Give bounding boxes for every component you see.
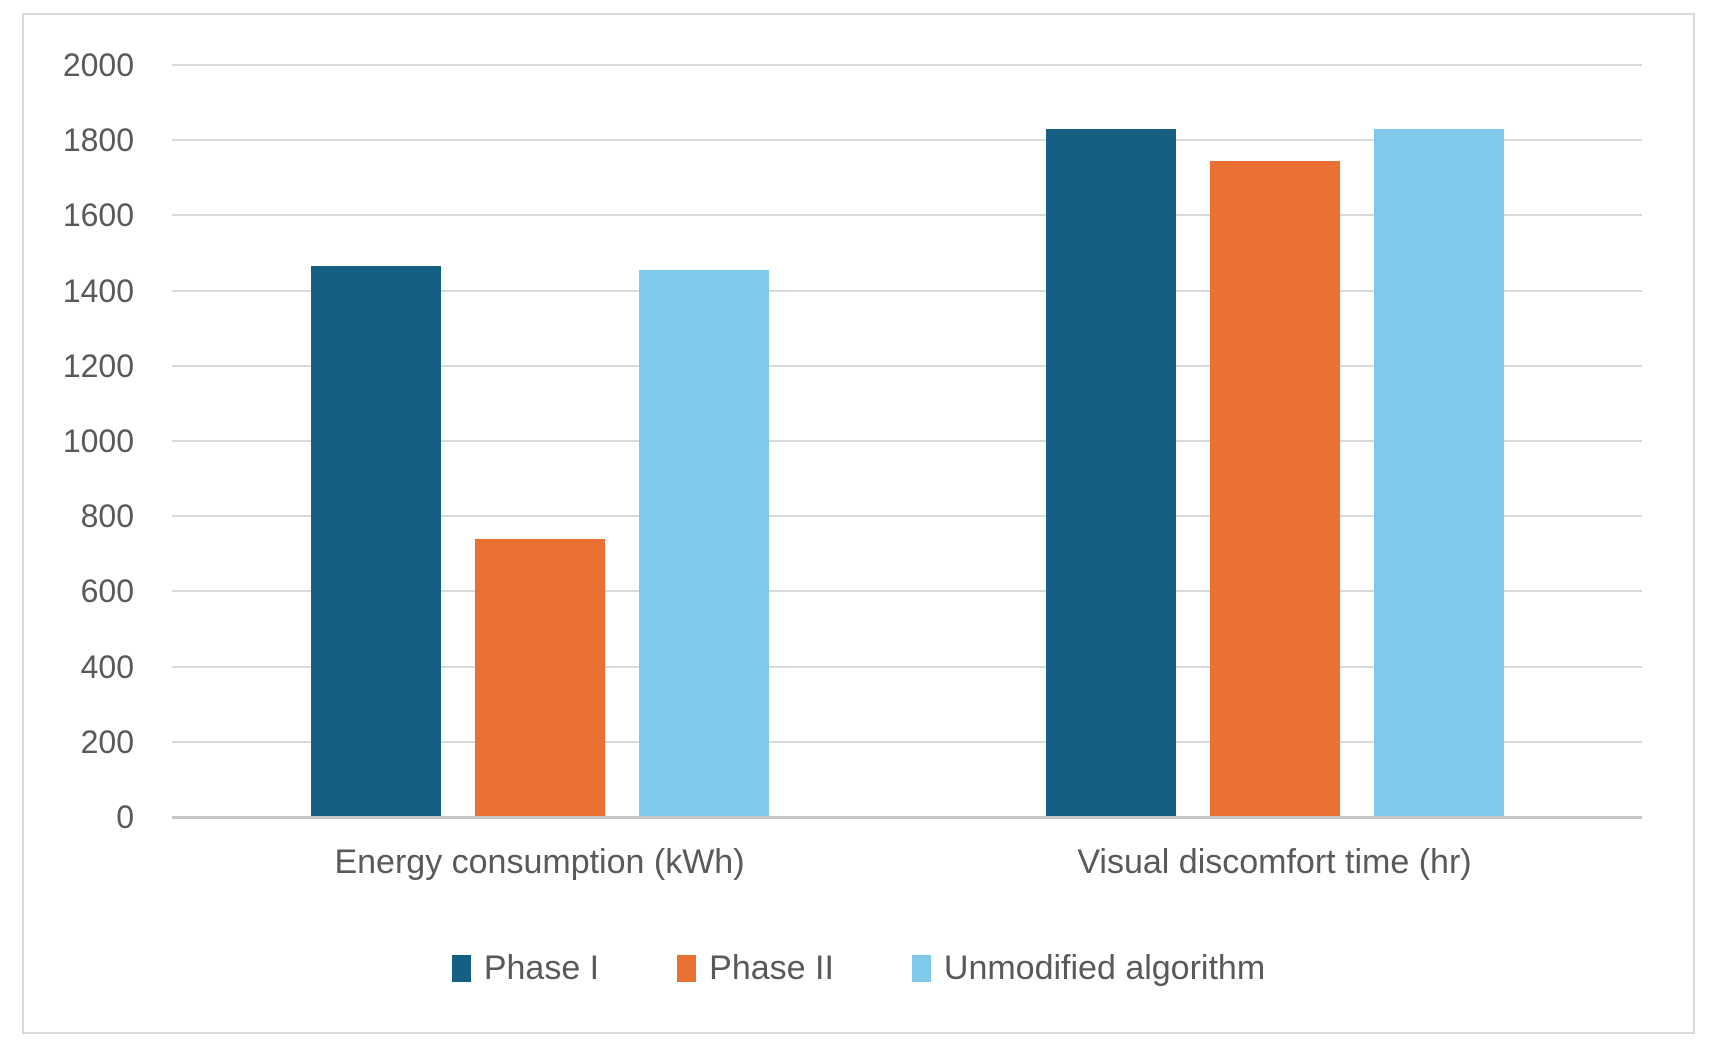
- y-tick-label: 400: [80, 649, 134, 685]
- bar-unmodified-algorithm: [1373, 128, 1504, 817]
- bar-phase-ii: [1209, 160, 1340, 817]
- y-tick-label: 1000: [62, 423, 134, 459]
- gridline: [172, 590, 1642, 592]
- y-tick-label: 200: [80, 724, 134, 760]
- y-tick-label: 0: [116, 799, 134, 835]
- legend-label: Phase II: [709, 949, 834, 987]
- gridline: [172, 741, 1642, 743]
- gridline: [172, 515, 1642, 517]
- legend-swatch-icon: [451, 955, 471, 982]
- bar-group-1: [172, 65, 907, 817]
- y-tick-label: 1400: [62, 273, 134, 309]
- bar-phase-i: [310, 266, 441, 817]
- bar-groups: [172, 65, 1642, 817]
- bar-group-2: [907, 65, 1642, 817]
- gridline: [172, 64, 1642, 66]
- y-tick-label: 1200: [62, 348, 134, 384]
- y-tick-label: 800: [80, 498, 134, 534]
- y-tick-label: 600: [80, 573, 134, 609]
- bar-unmodified-algorithm: [638, 269, 769, 817]
- legend-item-phase-i: Phase I: [451, 949, 600, 988]
- legend-label: Phase I: [483, 949, 600, 987]
- chart-frame: 2000 1800 1600 1400 1200 1000 800 600 400 200 0 En…: [22, 13, 1695, 1034]
- x-category-label: Visual discomfort time (hr): [1077, 843, 1472, 881]
- gridline: [172, 666, 1642, 668]
- gridline: [172, 290, 1642, 292]
- x-axis-labels: Energy consumption (kWh) Visual discomfor…: [172, 843, 1642, 882]
- plot-area: [172, 64, 1642, 819]
- legend-label: Unmodified algorithm: [943, 949, 1266, 987]
- x-category-label: Energy consumption (kWh): [334, 843, 745, 881]
- x-axis-line: [172, 816, 1642, 819]
- legend-swatch-icon: [677, 955, 697, 982]
- legend-swatch-icon: [911, 955, 931, 982]
- bar-phase-i: [1045, 128, 1176, 817]
- legend-item-phase-ii: Phase II: [677, 949, 834, 988]
- legend-item-unmodified-algorithm: Unmodified algorithm: [911, 949, 1266, 988]
- y-tick-label: 1800: [62, 122, 134, 158]
- y-axis: 2000 1800 1600 1400 1200 1000 800 600 400 200 0: [24, 47, 134, 835]
- y-tick-label: 2000: [62, 47, 134, 83]
- legend: Phase I Phase II Unmodified algorithm: [24, 949, 1693, 988]
- gridline: [172, 139, 1642, 141]
- y-tick-label: 1600: [62, 197, 134, 233]
- gridline: [172, 365, 1642, 367]
- gridline: [172, 214, 1642, 216]
- gridline: [172, 440, 1642, 442]
- bar-phase-ii: [474, 538, 605, 817]
